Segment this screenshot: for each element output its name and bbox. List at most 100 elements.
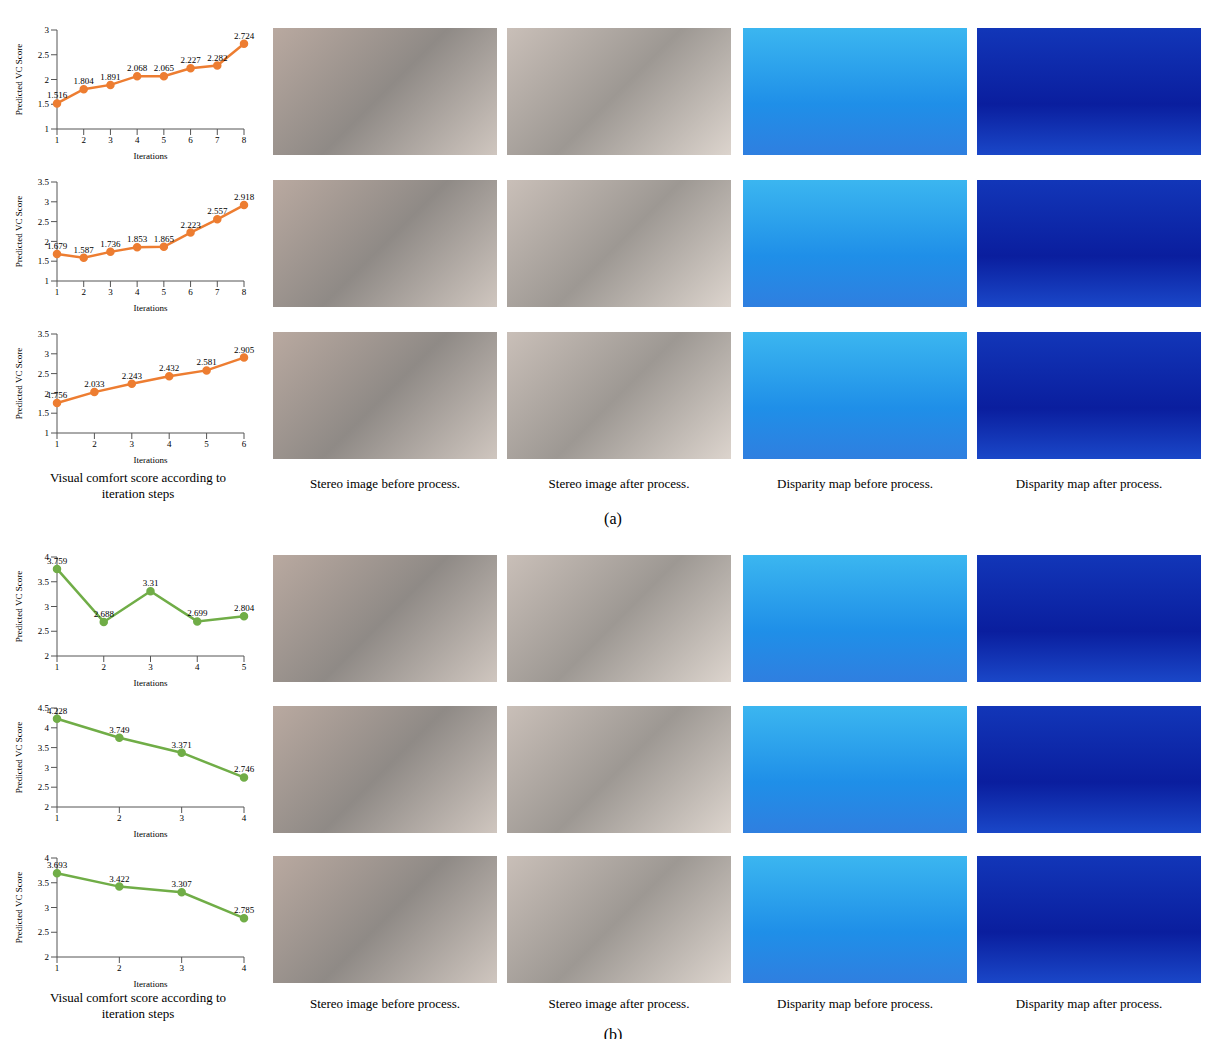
svg-text:2: 2	[45, 75, 50, 85]
svg-text:3: 3	[45, 25, 50, 35]
svg-text:2.282: 2.282	[207, 53, 227, 63]
svg-text:2.5: 2.5	[38, 782, 50, 792]
svg-text:1: 1	[55, 287, 60, 297]
svg-text:Iterations: Iterations	[134, 829, 168, 839]
svg-text:2.688: 2.688	[94, 609, 115, 619]
svg-text:Iterations: Iterations	[134, 979, 168, 989]
svg-text:2: 2	[102, 662, 107, 672]
svg-text:3: 3	[130, 439, 135, 449]
svg-text:4: 4	[45, 723, 50, 733]
svg-text:1.736: 1.736	[100, 239, 121, 249]
svg-text:2: 2	[81, 135, 86, 145]
svg-text:2: 2	[45, 651, 50, 661]
svg-text:3.307: 3.307	[172, 879, 193, 889]
svg-text:3: 3	[179, 813, 184, 823]
svg-text:3: 3	[108, 135, 113, 145]
svg-text:Predicted VC Score: Predicted VC Score	[14, 571, 24, 642]
svg-text:2.918: 2.918	[234, 192, 255, 202]
svg-text:2: 2	[45, 802, 50, 812]
svg-text:1.891: 1.891	[100, 72, 120, 82]
svg-text:2: 2	[45, 952, 50, 962]
svg-text:Iterations: Iterations	[134, 151, 168, 161]
svg-text:3.5: 3.5	[38, 878, 50, 888]
svg-text:4: 4	[135, 287, 140, 297]
svg-text:3: 3	[45, 763, 50, 773]
svg-text:3.749: 3.749	[109, 725, 130, 735]
svg-text:2.5: 2.5	[38, 50, 50, 60]
svg-text:3.31: 3.31	[143, 578, 159, 588]
svg-text:6: 6	[242, 439, 247, 449]
svg-text:2.065: 2.065	[154, 63, 175, 73]
svg-text:2.557: 2.557	[207, 206, 228, 216]
svg-text:2: 2	[81, 287, 86, 297]
svg-text:2.746: 2.746	[234, 764, 255, 774]
svg-text:2.905: 2.905	[234, 345, 255, 355]
svg-text:2.227: 2.227	[180, 55, 201, 65]
svg-text:1.756: 1.756	[47, 390, 68, 400]
svg-text:4: 4	[167, 439, 172, 449]
svg-text:5: 5	[204, 439, 209, 449]
svg-text:1: 1	[45, 276, 50, 286]
svg-text:3.5: 3.5	[38, 743, 50, 753]
svg-text:Predicted VC Score: Predicted VC Score	[14, 44, 24, 115]
svg-text:1.5: 1.5	[38, 256, 50, 266]
svg-text:1: 1	[55, 813, 60, 823]
svg-text:Iterations: Iterations	[134, 455, 168, 465]
svg-text:4.228: 4.228	[47, 706, 68, 716]
svg-text:1: 1	[55, 963, 60, 973]
svg-text:2.243: 2.243	[122, 371, 143, 381]
svg-text:2.223: 2.223	[180, 220, 201, 230]
svg-text:Iterations: Iterations	[134, 678, 168, 688]
svg-text:3.5: 3.5	[38, 577, 50, 587]
svg-text:2.033: 2.033	[84, 379, 105, 389]
svg-text:1.5: 1.5	[38, 99, 50, 109]
svg-text:8: 8	[242, 135, 247, 145]
svg-text:1.587: 1.587	[74, 245, 95, 255]
svg-text:3.5: 3.5	[38, 329, 50, 339]
svg-text:Iterations: Iterations	[134, 303, 168, 313]
svg-text:3: 3	[108, 287, 113, 297]
svg-text:2.5: 2.5	[38, 217, 50, 227]
svg-text:3.693: 3.693	[47, 860, 68, 870]
svg-text:4: 4	[242, 963, 247, 973]
svg-text:1: 1	[55, 662, 60, 672]
svg-text:Predicted VC Score: Predicted VC Score	[14, 348, 24, 419]
svg-text:1.804: 1.804	[74, 76, 95, 86]
svg-text:5: 5	[162, 135, 167, 145]
svg-text:3.759: 3.759	[47, 556, 68, 566]
svg-text:7: 7	[215, 287, 220, 297]
svg-text:1.516: 1.516	[47, 90, 68, 100]
svg-text:2.581: 2.581	[196, 357, 216, 367]
svg-text:Predicted VC Score: Predicted VC Score	[14, 872, 24, 943]
svg-text:Predicted VC Score: Predicted VC Score	[14, 196, 24, 267]
svg-text:2.5: 2.5	[38, 927, 50, 937]
svg-text:2: 2	[117, 963, 122, 973]
svg-text:4: 4	[242, 813, 247, 823]
svg-text:1.5: 1.5	[38, 408, 50, 418]
svg-text:5: 5	[162, 287, 167, 297]
svg-text:1: 1	[55, 439, 60, 449]
svg-text:1.853: 1.853	[127, 234, 148, 244]
svg-text:5: 5	[242, 662, 247, 672]
svg-text:4: 4	[195, 662, 200, 672]
svg-text:2: 2	[92, 439, 97, 449]
svg-text:7: 7	[215, 135, 220, 145]
svg-text:3: 3	[148, 662, 153, 672]
svg-text:2.068: 2.068	[127, 63, 148, 73]
svg-text:3.422: 3.422	[109, 874, 129, 884]
svg-text:6: 6	[188, 287, 193, 297]
svg-text:6: 6	[188, 135, 193, 145]
svg-text:1.679: 1.679	[47, 241, 68, 251]
svg-text:1: 1	[45, 124, 50, 134]
svg-text:1.865: 1.865	[154, 234, 175, 244]
svg-text:3: 3	[179, 963, 184, 973]
svg-text:3: 3	[45, 903, 50, 913]
svg-text:2.724: 2.724	[234, 31, 255, 41]
svg-text:1: 1	[55, 135, 60, 145]
svg-text:2.804: 2.804	[234, 603, 255, 613]
svg-text:1: 1	[45, 428, 50, 438]
svg-text:2.699: 2.699	[187, 608, 208, 618]
svg-text:2.785: 2.785	[234, 905, 255, 915]
svg-text:Predicted VC Score: Predicted VC Score	[14, 722, 24, 793]
svg-text:2.432: 2.432	[159, 363, 179, 373]
